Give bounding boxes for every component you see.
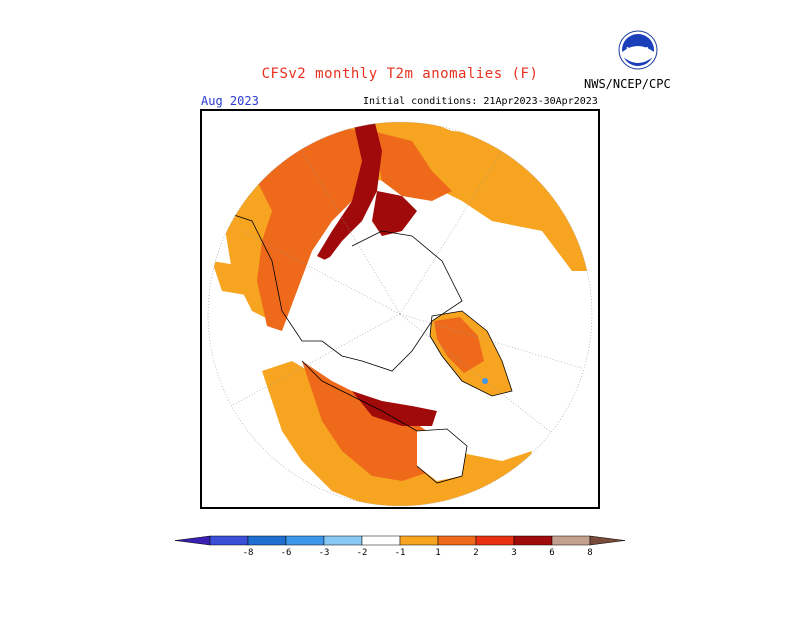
colorbar-tick-label: 1 (435, 548, 440, 558)
baffin-area (457, 401, 502, 431)
colorbar-tick-label: -2 (357, 548, 368, 558)
region-alaska (212, 261, 262, 296)
hudson-bay (417, 429, 467, 481)
colorbar: -8 -6 -3 -2 -1 1 2 3 6 8 (170, 528, 630, 568)
region-greenland-warm (434, 317, 484, 373)
colorbar-tick-label: 2 (473, 548, 478, 558)
colorbar-swatch (399, 535, 439, 546)
noaa-logo: NOAA (618, 30, 658, 70)
region-arctic-archipelago (352, 391, 437, 426)
region-siberia-warm (252, 126, 372, 331)
colorbar-swatch (361, 535, 401, 546)
initial-conditions: Initial conditions: 21Apr2023-30Apr2023 (363, 96, 598, 107)
colorbar-tick-label: 6 (549, 548, 554, 558)
colorbar-tick-label: -1 (395, 548, 406, 558)
colorbar-swatch (285, 535, 325, 546)
colorbar-swatch (513, 535, 553, 546)
coastline-greenland (429, 310, 513, 397)
forecast-month: Aug 2023 (201, 94, 259, 108)
region-central-asia (372, 131, 452, 201)
arctic-ocean (302, 241, 462, 371)
colorbar-swatch (323, 535, 363, 546)
colorbar-tick-label: 8 (587, 548, 592, 558)
region-ne-siberia (372, 191, 417, 236)
colorbar-max-arrow (589, 535, 626, 546)
colorbar-tick-label: -6 (281, 548, 292, 558)
logo-text: NOAA (626, 46, 650, 55)
colorbar-tick-label: 3 (511, 548, 516, 558)
colorbar-swatch (209, 535, 249, 546)
colorbar-min-arrow (174, 535, 211, 546)
chart-title: CFSv2 monthly T2m anomalies (F) (261, 66, 539, 82)
colorbar-swatch (247, 535, 287, 546)
colorbar-swatch (551, 535, 591, 546)
coastline-eurasia (221, 210, 463, 372)
colorbar-swatch (475, 535, 515, 546)
org-label: NWS/NCEP/CPC (584, 77, 671, 91)
coastline-north-america (301, 360, 468, 484)
colorbar-tick-label: -8 (243, 548, 254, 558)
region-siberia-hot (317, 111, 382, 261)
colorbar-tick-label: -3 (319, 548, 330, 558)
region-canada-warm (302, 361, 442, 481)
colorbar-swatch (437, 535, 477, 546)
polar-map (200, 109, 600, 509)
